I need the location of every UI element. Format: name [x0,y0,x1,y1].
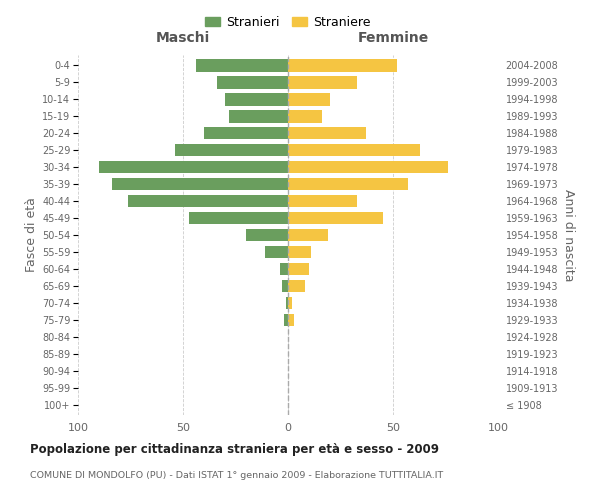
Bar [282,280,288,292]
Bar [217,76,288,88]
Bar [288,144,421,156]
Bar [288,93,330,106]
Bar [288,126,366,140]
Bar [288,178,408,190]
Text: Femmine: Femmine [358,31,428,45]
Bar [246,228,288,241]
Bar [288,59,397,72]
Y-axis label: Anni di nascita: Anni di nascita [562,188,575,281]
Text: Maschi: Maschi [156,31,210,45]
Bar [128,194,288,207]
Bar [225,93,288,106]
Bar [196,59,288,72]
Bar [286,296,288,310]
Bar [288,280,305,292]
Bar [265,246,288,258]
Bar [229,110,288,122]
Bar [99,160,288,173]
Bar [112,178,288,190]
Bar [288,76,358,88]
Bar [280,262,288,276]
Bar [288,212,383,224]
Bar [204,126,288,140]
Text: COMUNE DI MONDOLFO (PU) - Dati ISTAT 1° gennaio 2009 - Elaborazione TUTTITALIA.I: COMUNE DI MONDOLFO (PU) - Dati ISTAT 1° … [30,470,443,480]
Bar [288,110,322,122]
Y-axis label: Fasce di età: Fasce di età [25,198,38,272]
Bar [288,228,328,241]
Bar [288,194,358,207]
Bar [288,160,448,173]
Text: Popolazione per cittadinanza straniera per età e sesso - 2009: Popolazione per cittadinanza straniera p… [30,442,439,456]
Bar [288,246,311,258]
Legend: Stranieri, Straniere: Stranieri, Straniere [200,11,376,34]
Bar [288,296,292,310]
Bar [288,314,295,326]
Bar [189,212,288,224]
Bar [284,314,288,326]
Bar [288,262,309,276]
Bar [175,144,288,156]
